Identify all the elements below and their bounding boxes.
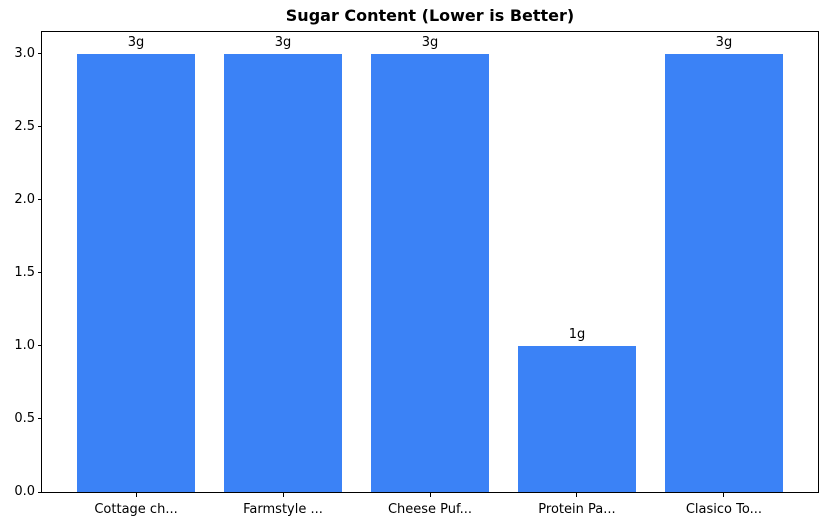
y-axis-tick-label: 0.0	[14, 484, 35, 499]
y-axis-tick	[38, 418, 42, 420]
bar-value-label: 3g	[715, 34, 733, 50]
x-axis-tick-label: Farmstyle ...	[243, 502, 323, 517]
bar	[371, 53, 489, 492]
y-axis-tick-label: 2.5	[14, 118, 35, 134]
bar	[77, 53, 195, 492]
x-axis-tick-label: Cottage ch...	[94, 502, 178, 517]
y-axis-tick-label: 2.0	[14, 191, 35, 207]
bar-value-label: 3g	[421, 34, 439, 50]
y-axis-tick	[38, 491, 42, 493]
y-axis-tick	[38, 53, 42, 55]
y-axis-tick-label: 1.0	[14, 337, 35, 353]
x-axis-tick-label: Cheese Puf...	[387, 502, 473, 517]
bar	[665, 53, 783, 492]
x-axis-tick	[282, 493, 284, 497]
y-axis-tick	[38, 126, 42, 128]
bar-value-label: 3g	[274, 34, 292, 50]
bar	[518, 345, 636, 492]
x-axis-tick	[723, 493, 725, 497]
y-axis-tick	[38, 345, 42, 347]
x-axis-tick-label: Clasico To...	[685, 502, 762, 517]
bar	[224, 53, 342, 492]
chart-title: Sugar Content (Lower is Better)	[285, 6, 575, 25]
bar-value-label: 3g	[127, 34, 145, 50]
x-axis-tick-label: Protein Pa...	[538, 502, 616, 517]
bar-value-label: 1g	[568, 326, 586, 342]
y-axis-tick	[38, 199, 42, 201]
y-axis-tick-label: 0.5	[14, 410, 35, 426]
x-axis-tick	[576, 493, 578, 497]
x-axis-tick	[429, 493, 431, 497]
x-axis-tick	[135, 493, 137, 497]
y-axis-tick	[38, 272, 42, 274]
y-axis-tick-label: 1.5	[14, 264, 35, 280]
y-axis-tick-label: 3.0	[14, 45, 35, 61]
